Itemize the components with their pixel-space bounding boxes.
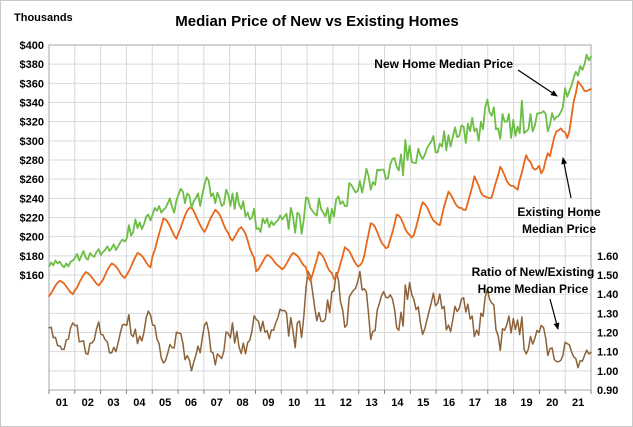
- left-axis-tick-label: $320: [20, 117, 44, 129]
- left-axis-tick-label: $240: [20, 193, 44, 205]
- left-axis-tick-label: $180: [20, 251, 44, 263]
- plot-area: $400 $380 $360 $340 $320 $300 $280 $260 $240 $220…: [20, 40, 619, 409]
- chart-title: Median Price of New vs Existing Homes: [175, 13, 458, 30]
- left-axis-tick-label: $360: [20, 78, 44, 90]
- annotation-arrow-new-home: [517, 69, 558, 97]
- right-axis-tick-label: 1.40: [597, 289, 618, 301]
- annotation-ratio: Ratio of New/Existing Home Median Price: [472, 265, 595, 330]
- left-axis-tick-label: $260: [20, 174, 44, 186]
- left-axis-tick-label: $280: [20, 155, 44, 167]
- annotation-existing-home-label-1: Existing Home: [517, 205, 601, 219]
- x-axis-year-label: 17: [469, 397, 481, 409]
- left-axis-tick-label: $220: [20, 213, 44, 225]
- x-axis-year-label: 01: [56, 397, 68, 409]
- annotation-existing-home-label-2: Median Price: [522, 222, 596, 236]
- series-existing-home-line: [48, 80, 592, 298]
- x-axis-year-label: 12: [340, 397, 352, 409]
- x-axis-year-label: 09: [262, 397, 274, 409]
- x-axis-year-label: 16: [443, 397, 455, 409]
- x-axis-year-label: 07: [211, 397, 223, 409]
- x-axis-year-label: 14: [391, 397, 404, 409]
- series-ratio-line: [48, 270, 592, 372]
- right-axis-tick-label: 0.90: [597, 385, 618, 397]
- annotation-arrow-ratio: [549, 298, 560, 330]
- x-axis-year-label: 20: [546, 397, 558, 409]
- annotation-new-home-label: New Home Median Price: [374, 57, 513, 71]
- left-axis-tick-label: $380: [20, 59, 44, 71]
- left-axis-tick-label: $200: [20, 232, 44, 244]
- left-axis-unit-label: Thousands: [14, 12, 73, 24]
- left-axis-tick-label: $160: [20, 270, 44, 282]
- right-axis-tick-label: 1.30: [597, 308, 618, 320]
- x-axis-year-label: 11: [314, 397, 326, 409]
- x-axis-year-label: 02: [82, 397, 94, 409]
- right-axis-tick-label: 1.50: [597, 270, 618, 282]
- annotation-new-home: New Home Median Price: [374, 57, 558, 97]
- x-axis-year-label: 13: [365, 397, 377, 409]
- right-axis-tick-label: 1.20: [597, 328, 618, 340]
- series-new-home-line: [48, 53, 592, 269]
- x-axis-year-label: 10: [288, 397, 300, 409]
- plot-border: [48, 44, 592, 391]
- right-axis-tick-label: 1.60: [597, 251, 618, 263]
- x-axis-year-label: 18: [495, 397, 507, 409]
- annotation-arrow-existing-home: [561, 157, 572, 199]
- right-axis-tick-label: 1.00: [597, 366, 618, 378]
- annotation-existing-home: Existing Home Median Price: [517, 157, 601, 236]
- annotation-ratio-label-2: Home Median Price: [478, 282, 589, 296]
- x-axis-year-label: 06: [185, 397, 197, 409]
- right-axis-tick-label: 1.10: [597, 347, 618, 359]
- x-axis-year-label: 04: [133, 397, 146, 409]
- x-axis-year-label: 19: [520, 397, 532, 409]
- left-axis-tick-label: $300: [20, 136, 44, 148]
- left-axis-tick-label: $400: [20, 40, 44, 52]
- x-axis-year-label: 21: [572, 397, 584, 409]
- annotation-ratio-label-1: Ratio of New/Existing: [472, 265, 595, 279]
- x-axis-year-label: 05: [159, 397, 171, 409]
- x-axis-year-label: 08: [236, 397, 248, 409]
- left-axis-tick-label: $340: [20, 98, 44, 110]
- x-axis-year-label: 03: [107, 397, 119, 409]
- x-axis-year-label: 15: [417, 397, 429, 409]
